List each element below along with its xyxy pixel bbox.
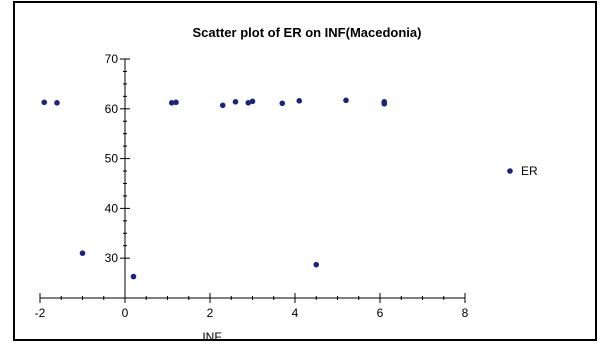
x-tick-label: 0 (122, 306, 129, 320)
data-point (313, 261, 320, 268)
chart-title: Scatter plot of ER on INF(Macedonia) (193, 25, 422, 40)
legend-marker (507, 168, 513, 174)
axes: -2 0 2 4 6 8 30 40 50 60 70 (35, 52, 469, 320)
data-point (168, 100, 175, 106)
data-point (381, 99, 388, 105)
data-point (249, 98, 256, 105)
data-point (245, 100, 252, 106)
x-axis-label: INF (202, 330, 221, 344)
chart-frame (13, 1, 597, 341)
data-point (54, 100, 60, 106)
data-point (279, 100, 286, 107)
x-tick-label: 2 (207, 306, 214, 320)
y-tick-label: 30 (105, 251, 119, 265)
y-tick-label: 60 (105, 102, 119, 116)
x-tick-label: -2 (35, 306, 46, 320)
data-point (173, 99, 179, 106)
data-point (296, 98, 303, 104)
x-tick-label: 8 (462, 306, 469, 320)
data-point (79, 250, 86, 256)
y-tick-label: 40 (105, 201, 119, 215)
x-tick-label: 6 (377, 306, 384, 320)
data-point (41, 99, 48, 106)
y-tick-label: 50 (105, 152, 119, 166)
data-point (343, 97, 349, 104)
x-tick-label: 4 (292, 306, 299, 320)
data-point (219, 102, 226, 109)
data-point (130, 273, 137, 280)
data-points (41, 97, 388, 280)
data-point (232, 99, 239, 105)
legend-label: ER (521, 164, 538, 178)
legend: ER (507, 164, 538, 178)
y-tick-label: 70 (105, 52, 119, 66)
